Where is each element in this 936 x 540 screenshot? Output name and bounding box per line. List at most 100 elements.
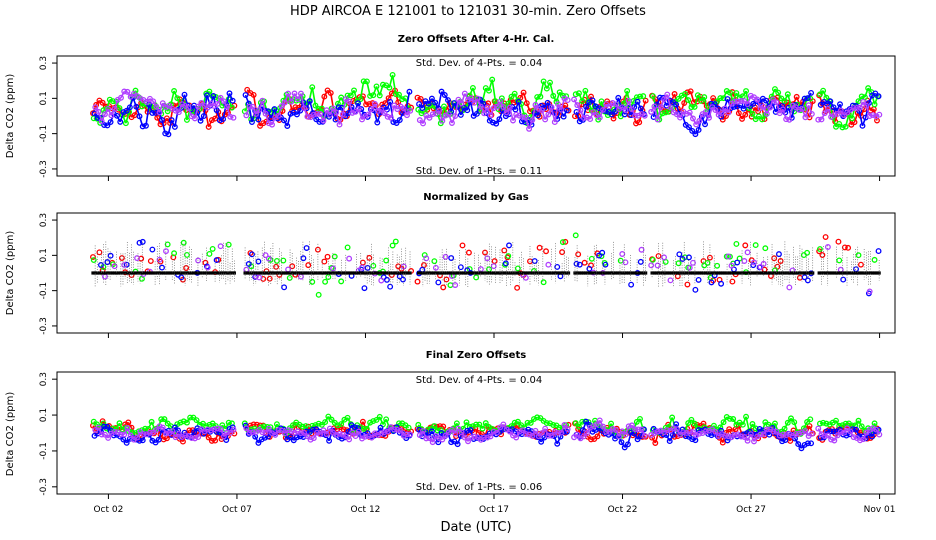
- data-point: [720, 419, 727, 426]
- data-point: [420, 427, 426, 434]
- data-point: [164, 241, 171, 248]
- data-point: [107, 119, 114, 125]
- series-line-segment: [807, 92, 812, 99]
- baseline-marker: [603, 271, 607, 275]
- baseline-marker: [742, 271, 746, 275]
- data-point: [526, 431, 533, 438]
- baseline-marker: [736, 271, 740, 275]
- baseline-marker: [509, 271, 513, 275]
- data-point: [618, 439, 625, 446]
- series-line-segment: [267, 110, 272, 119]
- data-point: [468, 95, 475, 102]
- data-point: [479, 425, 486, 432]
- data-point: [347, 92, 354, 99]
- series-line-segment: [367, 108, 373, 115]
- baseline-marker: [461, 271, 466, 275]
- data-point: [513, 434, 520, 441]
- data-point: [255, 258, 262, 265]
- data-point: [722, 105, 729, 112]
- data-point: [104, 423, 111, 430]
- series-line-segment: [544, 114, 550, 120]
- data-point: [249, 103, 256, 110]
- data-point: [242, 422, 249, 429]
- annotation-std-dev-1pt: Std. Dev. of 1-Pts. = 0.06: [416, 482, 542, 493]
- series-line-segment: [452, 422, 458, 429]
- data-point: [441, 103, 447, 110]
- series-line-segment: [862, 432, 868, 440]
- series-line-segment: [689, 112, 694, 119]
- baseline-marker: [875, 271, 879, 275]
- series-line-segment: [499, 101, 505, 108]
- series-line-segment: [618, 430, 623, 437]
- series-line-segment: [512, 114, 517, 121]
- baseline-marker: [650, 271, 654, 275]
- data-point: [749, 421, 756, 427]
- data-point: [212, 437, 219, 444]
- baseline-marker: [354, 271, 359, 275]
- data-point: [139, 238, 146, 245]
- baseline-marker: [324, 271, 329, 275]
- panel-title: Normalized by Gas: [423, 192, 529, 203]
- series-line-segment: [382, 418, 387, 425]
- baseline-marker: [751, 271, 755, 275]
- baseline-marker: [738, 271, 742, 275]
- data-point: [383, 416, 390, 423]
- baseline-marker: [123, 271, 127, 275]
- series-line-segment: [129, 97, 134, 108]
- series-line-segment: [173, 90, 179, 99]
- series-line-segment: [631, 108, 636, 116]
- data-point: [320, 427, 327, 434]
- baseline-marker: [110, 271, 114, 275]
- series-line-segment: [391, 74, 397, 95]
- data-point: [558, 429, 565, 436]
- data-point: [836, 257, 843, 264]
- data-point: [532, 101, 539, 108]
- baseline-marker: [652, 271, 656, 275]
- data-point: [560, 113, 567, 120]
- data-point: [373, 417, 380, 423]
- series-line-segment: [746, 433, 752, 442]
- series-line-segment: [358, 431, 363, 439]
- data-point: [804, 249, 811, 256]
- data-point: [262, 429, 269, 436]
- data-point: [853, 426, 860, 433]
- data-point: [459, 242, 466, 249]
- data-point: [648, 262, 655, 269]
- y-tick-label: -0.3: [39, 478, 49, 496]
- baseline-marker: [421, 271, 425, 275]
- series-line-segment: [698, 113, 704, 122]
- data-point: [287, 434, 294, 441]
- data-point: [383, 276, 390, 283]
- series-line-segment: [822, 90, 828, 99]
- baseline-marker: [676, 271, 680, 275]
- data-point: [255, 439, 262, 446]
- series-line-segment: [762, 106, 768, 115]
- data-point: [633, 418, 640, 425]
- baseline-marker: [684, 271, 688, 275]
- baseline-marker: [380, 271, 384, 275]
- data-point: [220, 98, 227, 105]
- series-line-segment: [602, 426, 607, 433]
- data-point: [497, 424, 504, 431]
- data-point: [808, 111, 815, 117]
- baseline-marker: [592, 271, 596, 275]
- data-point: [108, 112, 115, 119]
- data-point: [481, 110, 488, 117]
- baseline-marker: [843, 271, 847, 275]
- data-point: [816, 246, 823, 253]
- series-line-segment: [555, 92, 561, 102]
- baseline-marker: [264, 271, 269, 275]
- plot-frame: [56, 371, 896, 495]
- data-point: [111, 263, 118, 270]
- x-axis: Oct 02 Oct 07 Oct 12 Oct 17 Oct 22 Oct 2…: [93, 505, 895, 515]
- data-point: [876, 431, 883, 438]
- baseline-marker: [453, 271, 457, 275]
- data-point: [272, 431, 279, 438]
- series-line-segment: [372, 86, 378, 96]
- data-point: [297, 107, 304, 114]
- data-point: [490, 263, 497, 270]
- series-line-segment: [456, 106, 462, 116]
- baseline-marker: [551, 271, 556, 275]
- data-point: [641, 432, 648, 439]
- data-point: [230, 426, 237, 433]
